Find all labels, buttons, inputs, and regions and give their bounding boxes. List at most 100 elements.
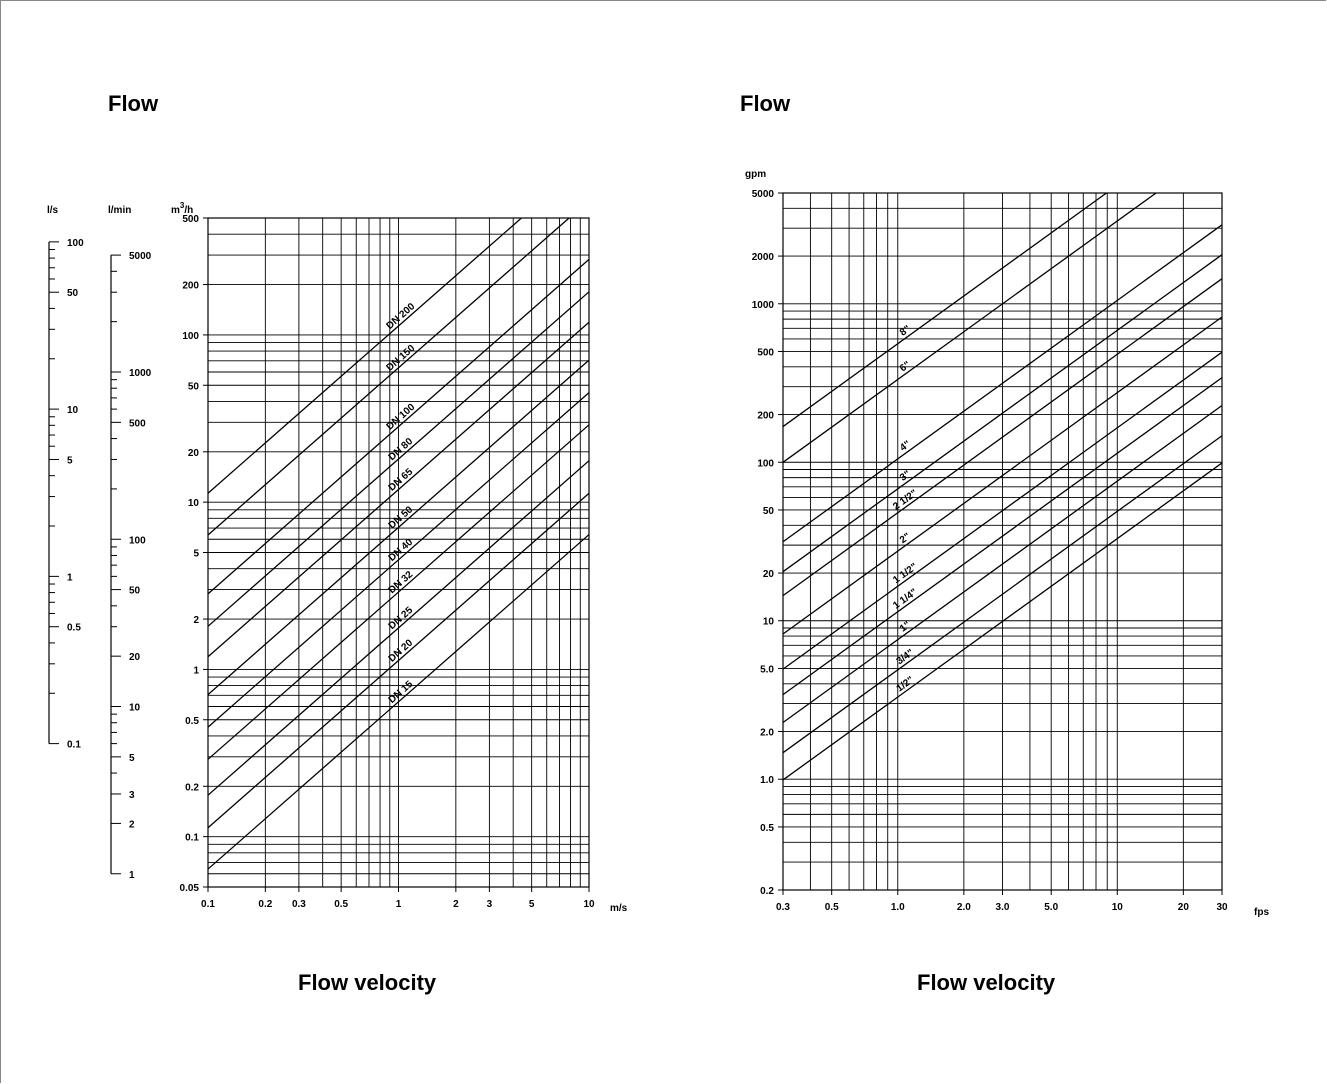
right-chart-ytick-label: 200 [757, 411, 774, 422]
right-chart-xtick-label: 30 [1216, 902, 1228, 913]
right-chart-xtick-label: 2.0 [957, 902, 971, 913]
right-chart-series-line [782, 377, 1223, 696]
left-chart-ytick-label: 2 [193, 615, 199, 626]
left-chart-xtick-label: 1 [396, 899, 402, 910]
right-chart-series-line [782, 278, 1223, 597]
left-chart-series-line [207, 359, 590, 696]
right-chart-xaxis-title: Flow velocity [917, 970, 1056, 995]
left-chart-series-label: DN 15 [387, 679, 416, 706]
left-chart-series-label: DN 40 [387, 537, 416, 564]
left-chart-xtick-label: 3 [487, 899, 493, 910]
right-chart-series-line [782, 405, 1223, 724]
left-chart-lmin-scale-label: 1 [129, 870, 135, 881]
right-chart-ytick-label: 10 [763, 617, 775, 628]
left-chart-lmin-scale-label: 1000 [129, 368, 152, 379]
left-chart-lmin-scale-label: 100 [129, 535, 146, 546]
right-chart-series-line [782, 192, 1157, 463]
left-chart-series-label: DN 50 [387, 504, 416, 531]
left-chart-ls-scale-label: 50 [67, 288, 79, 299]
right-chart-xtick-label: 3.0 [996, 902, 1010, 913]
left-chart-lmin-scale-label: 5000 [129, 251, 152, 262]
left-chart-series-line [207, 258, 590, 595]
left-chart-lmin-scale-label: 500 [129, 418, 146, 429]
left-chart-series-line [207, 534, 590, 870]
left-chart-ytick-label: 500 [182, 214, 199, 225]
right-chart-series-line [782, 351, 1223, 670]
right-chart-ytick-label: 1.0 [760, 775, 774, 786]
left-chart-xtick-label: 5 [529, 899, 535, 910]
left-chart-ls-scale-label: 10 [67, 405, 79, 416]
right-chart-ytick-label: 500 [757, 347, 774, 358]
right-chart-ytick-label: 20 [763, 569, 775, 580]
right-chart-series-line [782, 224, 1223, 543]
left-chart-xtick-label: 0.3 [292, 899, 306, 910]
right-chart-series-line [782, 435, 1223, 754]
right-chart-xtick-label: 10 [1112, 902, 1124, 913]
left-chart-lmin-scale-label: 50 [129, 586, 141, 597]
left-chart-series-line [207, 492, 590, 829]
left-chart-ls-scale-label: 0.1 [67, 740, 81, 751]
left-chart-ls-scale-label: 5 [67, 455, 73, 466]
left-chart-series-label: DN 25 [387, 605, 416, 632]
left-chart-lmin-scale-unit: l/min [108, 205, 131, 216]
left-chart-xtick-label: 0.1 [201, 899, 215, 910]
left-chart-lmin-scale: l/min 5000 1000 500 100 50 20 10 5 3 2 1 [108, 205, 152, 881]
left-chart-xtick-label: 0.2 [258, 899, 272, 910]
left-chart-xtick-label: 0.5 [334, 899, 348, 910]
right-chart-series-line [782, 316, 1223, 635]
right-chart-xtick-label: 0.3 [776, 902, 790, 913]
left-chart-ytick-label: 1 [193, 665, 199, 676]
left-chart-ytick-label: 10 [188, 498, 200, 509]
right-chart-yunit-label: gpm [745, 169, 766, 180]
left-chart-series-line [207, 217, 522, 494]
right-chart-xtick-label: 1.0 [891, 902, 905, 913]
left-chart-series-line [207, 321, 590, 658]
right-chart-ytick-label: 50 [763, 506, 775, 517]
right-chart-series-label: 4" [898, 439, 913, 454]
right-chart-xtick-label: 5.0 [1044, 902, 1058, 913]
right-chart-series-label: 1" [898, 619, 913, 634]
right-chart-xunit-label: fps [1254, 907, 1269, 918]
left-chart-ytick-label: 5 [193, 549, 199, 560]
left-chart-series-line [207, 424, 590, 760]
left-chart-ytick-label: 50 [188, 381, 200, 392]
left-chart-ls-scale: l/s 100 50 10 5 1 0.5 0.1 [47, 205, 84, 751]
right-chart-ytick-label: 5000 [752, 189, 775, 200]
left-chart-series-label: DN 20 [387, 637, 416, 664]
left-chart-xtick-label: 10 [583, 899, 595, 910]
left-chart-series-line [207, 217, 570, 536]
left-chart-ytick-label: 200 [182, 281, 199, 292]
right-chart-ytick-label: 100 [757, 458, 774, 469]
left-chart-ytick-label: 0.5 [185, 716, 199, 727]
left-chart-series-line [207, 392, 590, 728]
left-chart-yunit-label: m3/h [171, 201, 193, 216]
left-chart-ytick-label: 0.1 [185, 833, 199, 844]
right-chart-ytick-label: 2.0 [760, 728, 774, 739]
left-chart-lmin-scale-label: 20 [129, 652, 141, 663]
right-chart-series-label: 3" [898, 469, 913, 484]
right-chart-series-line [782, 192, 1107, 428]
right-chart-ytick-label: 0.5 [760, 823, 774, 834]
left-chart-ls-scale-label: 1 [67, 572, 73, 583]
left-chart-series-label: DN 80 [387, 436, 416, 463]
left-chart-ytick-label: 0.2 [185, 782, 199, 793]
left-chart-ls-scale-label: 0.5 [67, 623, 81, 634]
right-chart-series-line [782, 254, 1223, 573]
left-chart-series-label: DN 65 [387, 466, 416, 493]
left-chart-series-line [207, 460, 590, 796]
left-chart-ytick-label: 0.05 [180, 883, 200, 894]
left-chart-ls-scale-label: 100 [67, 238, 84, 249]
right-chart-series-label: 6" [898, 359, 913, 374]
left-chart-plot: 0.1 0.2 0.3 0.5 1 2 3 5 100.050.10.20.5125102050… [171, 201, 628, 914]
left-chart-xaxis-title: Flow velocity [298, 970, 437, 995]
left-chart-lmin-scale-label: 10 [129, 703, 141, 714]
left-chart-title: Flow [108, 91, 159, 116]
right-chart-ytick-label: 5.0 [760, 664, 774, 675]
right-chart-title: Flow [740, 91, 791, 116]
left-chart-ytick-label: 20 [188, 448, 200, 459]
left-chart-ls-scale-unit: l/s [47, 205, 59, 216]
left-chart-xtick-label: 2 [453, 899, 459, 910]
left-chart-lmin-scale-label: 3 [129, 790, 135, 801]
